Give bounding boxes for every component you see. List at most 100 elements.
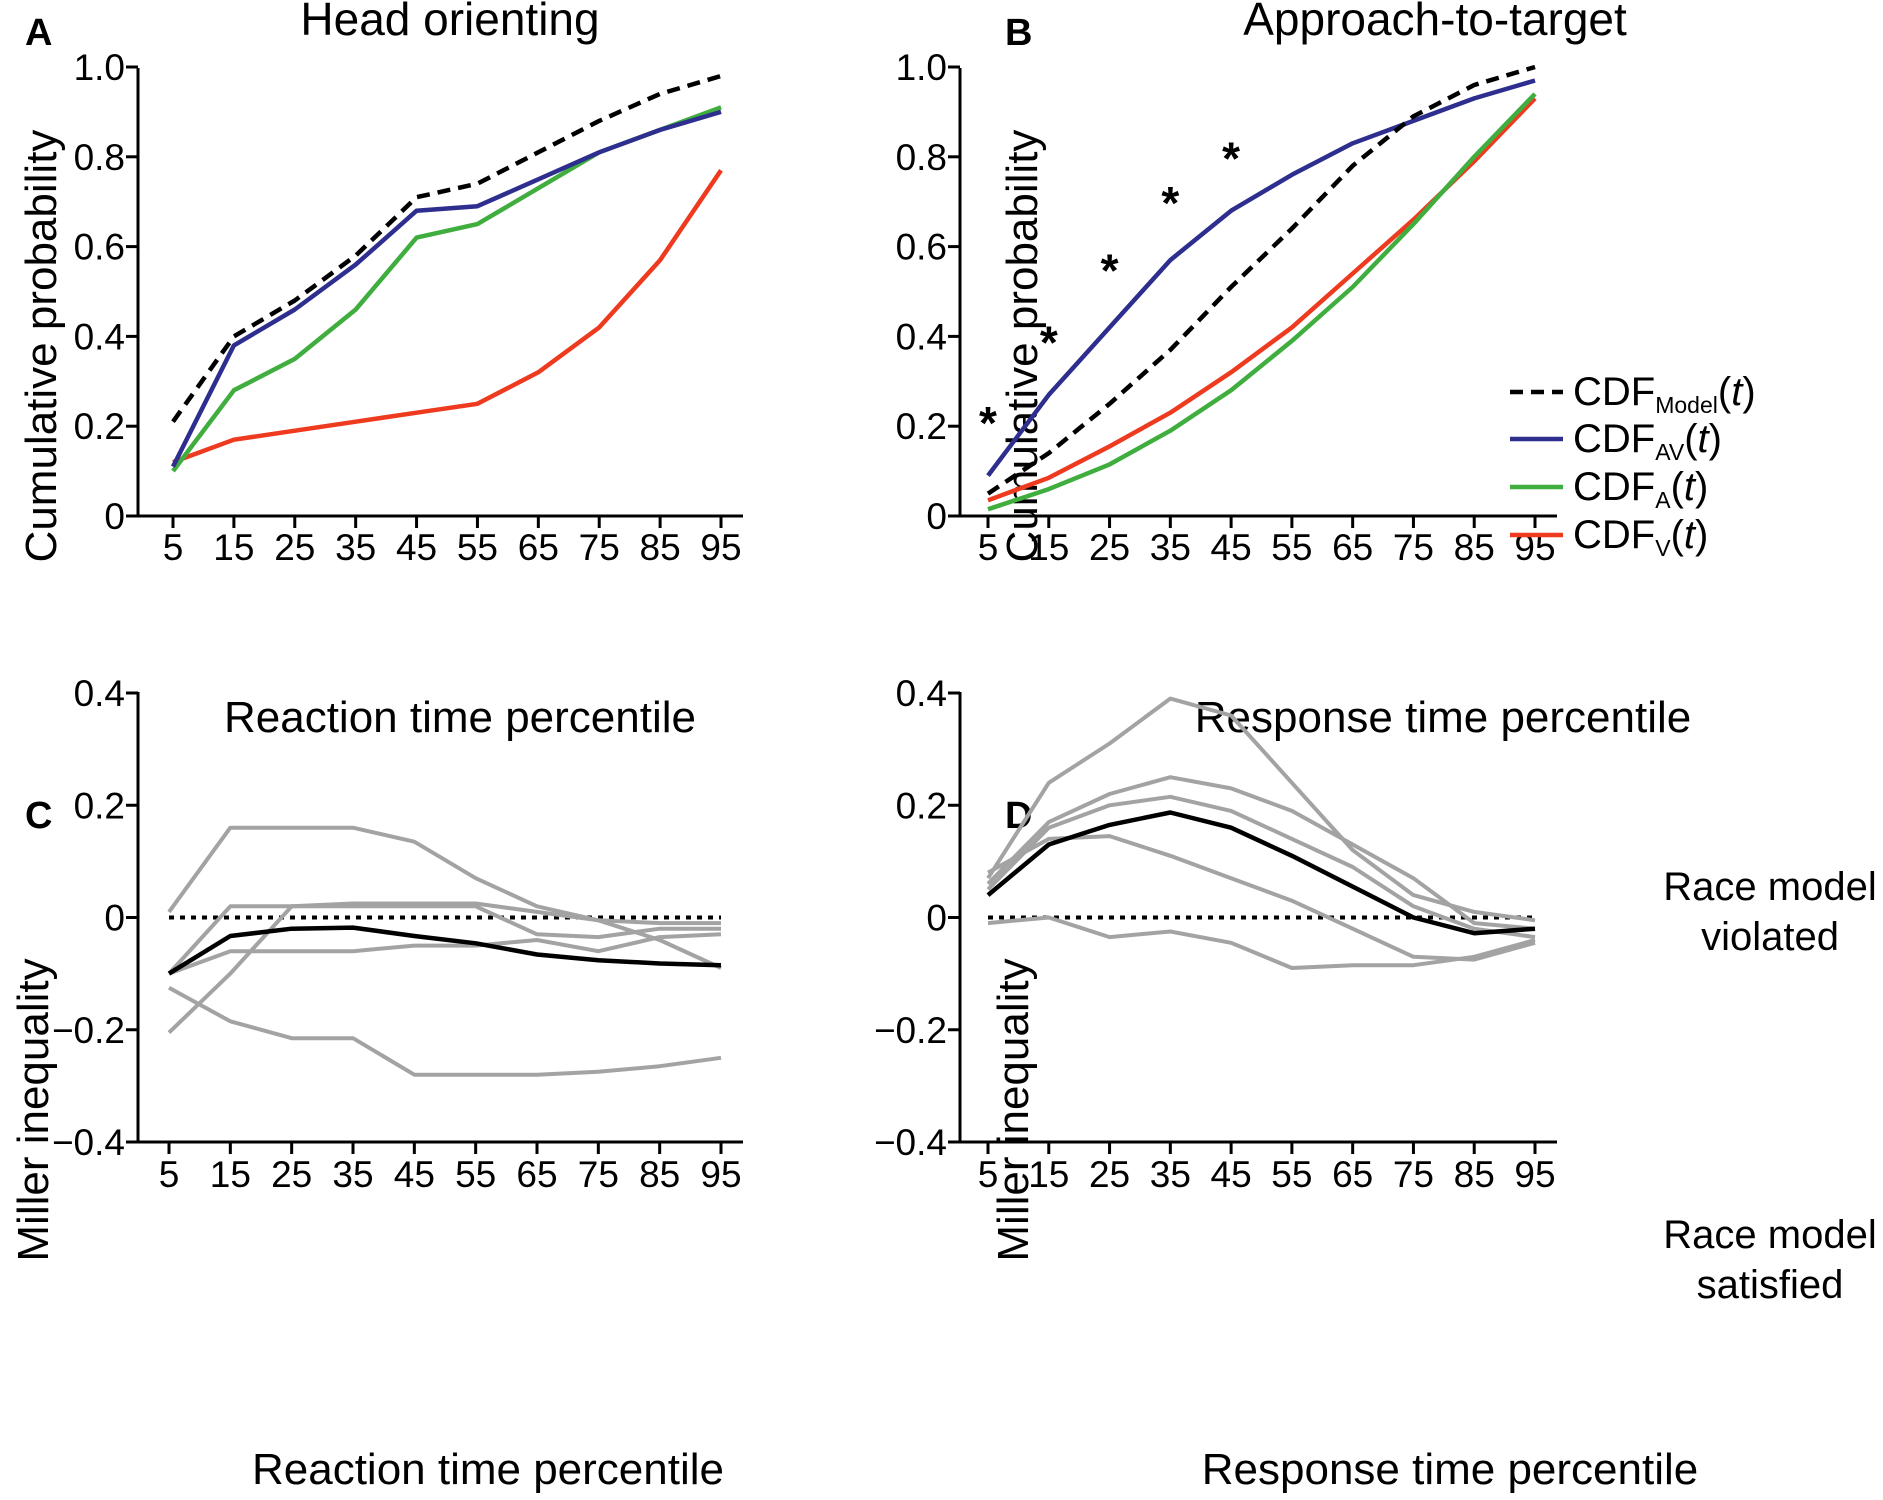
individual-line	[987, 834, 1536, 962]
x-tick-label: 55	[455, 1154, 496, 1195]
y-tick-label: 0	[104, 898, 125, 939]
legend-label-a: CDFA(t)	[1573, 465, 1708, 513]
y-tick-label: 1.0	[74, 47, 125, 88]
panel-letter: A	[25, 12, 52, 54]
x-axis-label: Response time percentile	[1202, 1445, 1698, 1494]
x-tick-label: 5	[159, 1154, 180, 1195]
panel-letter: B	[1005, 12, 1032, 54]
chart-title: Approach-to-target	[1243, 0, 1627, 45]
x-tick-label: 25	[1089, 1154, 1130, 1195]
x-tick-label: 65	[518, 527, 559, 568]
series-line-a	[171, 105, 722, 473]
significance-star: *	[979, 397, 997, 449]
x-tick-label: 15	[1028, 527, 1069, 568]
y-tick-label: 0.2	[74, 785, 125, 826]
x-tick-label: 35	[1150, 1154, 1191, 1195]
y-tick-label: 0	[926, 496, 947, 537]
series-line-v	[987, 96, 1537, 503]
x-tick-label: 45	[1211, 1154, 1252, 1195]
significance-star: *	[1040, 316, 1058, 368]
y-tick-label: −0.2	[874, 1010, 947, 1051]
x-tick-label: 55	[457, 527, 498, 568]
x-axis-label: Reaction time percentile	[224, 693, 696, 742]
series-line-a	[987, 92, 1537, 512]
x-tick-label: 5	[163, 527, 184, 568]
chart-title: Head orienting	[300, 0, 599, 45]
y-axis-label: Miller inequality	[9, 958, 58, 1261]
legend: CDFModel(t)CDFAV(t)CDFA(t)CDFV(t)	[1510, 370, 1756, 561]
x-tick-label: 95	[700, 527, 741, 568]
individual-line	[986, 794, 1536, 940]
annotation-satisfied-line2: satisfied	[1697, 1263, 1844, 1307]
panel-a: A Head orienting Reaction time percentil…	[17, 0, 743, 742]
ticks: 0 0.2 0.4 0.6 0.8 1.0 5 15 25 35 45 55 65 75 85 95	[74, 47, 742, 568]
x-axis-label: Response time percentile	[1195, 693, 1691, 742]
y-tick-label: 0.4	[74, 316, 125, 357]
individual-line	[986, 775, 1536, 931]
legend-label-av: CDFAV(t)	[1573, 417, 1722, 465]
series-line-v	[172, 169, 723, 465]
significance-star: *	[1161, 177, 1179, 229]
y-tick-label: −0.4	[52, 1122, 125, 1163]
axes	[136, 68, 743, 518]
significance-star: *	[1222, 132, 1240, 184]
annotation-violated-line1: Race model	[1663, 865, 1876, 909]
y-tick-label: 0.6	[896, 227, 947, 268]
x-tick-label: 85	[639, 1154, 680, 1195]
series-line-model	[171, 73, 722, 424]
x-tick-label: 25	[1089, 527, 1130, 568]
annotation-satisfied-line1: Race model	[1663, 1213, 1876, 1257]
x-tick-label: 15	[210, 1154, 251, 1195]
x-tick-label: 85	[1454, 527, 1495, 568]
individual-line	[167, 825, 722, 970]
x-tick-label: 35	[332, 1154, 373, 1195]
significance-star: *	[1101, 245, 1119, 297]
x-tick-label: 75	[578, 1154, 619, 1195]
individual-line	[168, 932, 722, 976]
x-tick-label: 25	[271, 1154, 312, 1195]
x-tick-label: 5	[978, 1154, 999, 1195]
y-tick-label: −0.4	[874, 1122, 947, 1163]
y-tick-label: 0.2	[896, 406, 947, 447]
x-tick-label: 75	[1393, 1154, 1434, 1195]
y-tick-label: 1.0	[896, 47, 947, 88]
individual-line	[168, 985, 722, 1077]
panel-letter: C	[25, 795, 52, 837]
x-tick-label: 45	[396, 527, 437, 568]
x-tick-label: 5	[978, 527, 999, 568]
y-tick-label: 0.8	[896, 137, 947, 178]
significance-markers: * * * * *	[979, 132, 1240, 449]
x-tick-label: 25	[274, 527, 315, 568]
ticks: −0.4 −0.2 0 0.2 0.4 5 15 25 35 45 55 65 75 85 95	[52, 673, 742, 1195]
x-tick-label: 85	[640, 527, 681, 568]
individual-line	[986, 696, 1536, 923]
y-axis-label: Miller inequality	[989, 958, 1038, 1261]
x-tick-label: 45	[394, 1154, 435, 1195]
x-tick-label: 65	[1332, 1154, 1373, 1195]
mean-line	[167, 925, 722, 976]
x-tick-label: 55	[1271, 527, 1312, 568]
y-tick-label: 0.8	[74, 137, 125, 178]
axes	[958, 68, 1557, 518]
x-tick-label: 55	[1271, 1154, 1312, 1195]
series-group	[986, 64, 1537, 512]
x-tick-label: 85	[1454, 1154, 1495, 1195]
series-line-av	[986, 78, 1536, 477]
series-line-model	[986, 64, 1536, 496]
x-tick-label: 65	[516, 1154, 557, 1195]
y-tick-label: 0.4	[896, 673, 947, 714]
panel-b: B Approach-to-target Response time perce…	[896, 0, 1756, 742]
y-tick-label: 0.4	[896, 316, 947, 357]
x-tick-label: 15	[1028, 1154, 1069, 1195]
series-group	[167, 825, 722, 1077]
y-tick-label: 0.4	[74, 673, 125, 714]
y-tick-label: 0.6	[74, 227, 125, 268]
ticks: −0.4 −0.2 0 0.2 0.4 5 15 25 35 45 55 65 75 85 95	[874, 673, 1556, 1195]
y-tick-label: 0	[926, 898, 947, 939]
x-tick-label: 75	[1393, 527, 1434, 568]
y-tick-label: −0.2	[52, 1010, 125, 1051]
series-line-av	[170, 109, 722, 468]
x-tick-label: 95	[1514, 1154, 1555, 1195]
x-tick-label: 35	[335, 527, 376, 568]
